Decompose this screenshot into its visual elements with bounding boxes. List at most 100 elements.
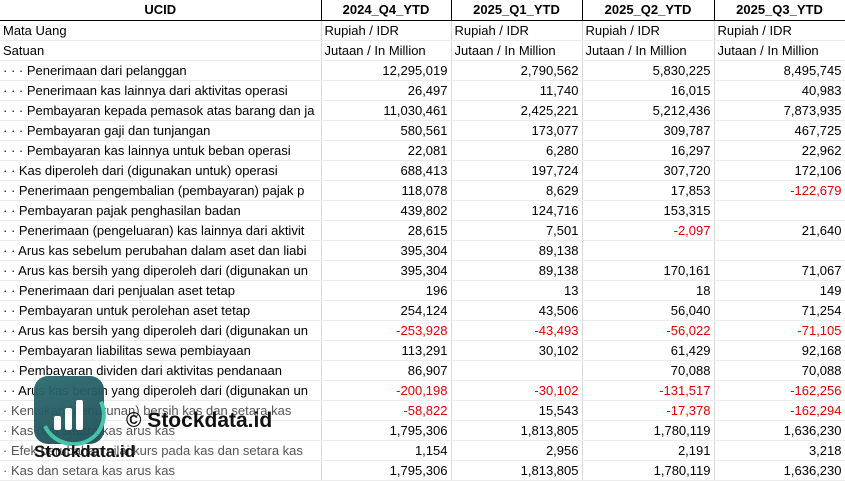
value-cell[interactable]: -122,679 bbox=[714, 180, 845, 201]
value-cell[interactable]: 1,795,306 bbox=[321, 460, 452, 481]
value-cell[interactable]: 170,161 bbox=[582, 260, 715, 281]
value-cell[interactable]: 6,280 bbox=[451, 140, 583, 161]
value-cell[interactable]: 1,780,119 bbox=[582, 420, 715, 441]
value-cell[interactable]: 21,640 bbox=[714, 220, 845, 241]
value-cell[interactable]: 16,015 bbox=[582, 80, 715, 101]
value-cell[interactable]: 1,795,306 bbox=[321, 420, 452, 441]
value-cell[interactable]: 149 bbox=[714, 280, 845, 301]
value-cell[interactable]: 92,168 bbox=[714, 340, 845, 361]
value-cell[interactable]: 18 bbox=[582, 280, 715, 301]
row-label[interactable]: · Efek perubahan nilai kurs pada kas dan… bbox=[0, 440, 322, 461]
row-label[interactable]: · · Arus kas sebelum perubahan dalam ase… bbox=[0, 240, 322, 261]
cell[interactable]: Rupiah / IDR bbox=[582, 20, 715, 41]
value-cell[interactable]: 89,138 bbox=[451, 240, 583, 261]
row-label[interactable]: · · · Penerimaan dari pelanggan bbox=[0, 60, 322, 81]
value-cell[interactable]: 17,853 bbox=[582, 180, 715, 201]
header-2025-q1[interactable]: 2025_Q1_YTD bbox=[451, 0, 583, 21]
value-cell[interactable]: 173,077 bbox=[451, 120, 583, 141]
value-cell[interactable]: 56,040 bbox=[582, 300, 715, 321]
value-cell[interactable]: -56,022 bbox=[582, 320, 715, 341]
value-cell[interactable]: 71,254 bbox=[714, 300, 845, 321]
value-cell[interactable]: 688,413 bbox=[321, 160, 452, 181]
cell[interactable]: Jutaan / In Million bbox=[714, 40, 845, 61]
value-cell[interactable]: 86,907 bbox=[321, 360, 452, 381]
header-2025-q2[interactable]: 2025_Q2_YTD bbox=[582, 0, 715, 21]
value-cell[interactable]: 395,304 bbox=[321, 240, 452, 261]
value-cell[interactable]: -71,105 bbox=[714, 320, 845, 341]
value-cell[interactable]: 70,088 bbox=[582, 360, 715, 381]
value-cell[interactable]: 71,067 bbox=[714, 260, 845, 281]
value-cell[interactable]: 70,088 bbox=[714, 360, 845, 381]
value-cell[interactable]: 28,615 bbox=[321, 220, 452, 241]
value-cell[interactable]: -162,256 bbox=[714, 380, 845, 401]
value-cell[interactable]: -30,102 bbox=[451, 380, 583, 401]
value-cell[interactable]: 580,561 bbox=[321, 120, 452, 141]
value-cell[interactable]: 118,078 bbox=[321, 180, 452, 201]
value-cell[interactable]: 22,962 bbox=[714, 140, 845, 161]
value-cell[interactable]: 124,716 bbox=[451, 200, 583, 221]
value-cell[interactable] bbox=[714, 240, 845, 261]
row-label[interactable]: · · · Pembayaran gaji dan tunjangan bbox=[0, 120, 322, 141]
cell[interactable]: Jutaan / In Million bbox=[321, 40, 452, 61]
value-cell[interactable]: 309,787 bbox=[582, 120, 715, 141]
value-cell[interactable]: 89,138 bbox=[451, 260, 583, 281]
row-label[interactable]: · · Penerimaan dari penjualan aset tetap bbox=[0, 280, 322, 301]
value-cell[interactable]: -131,517 bbox=[582, 380, 715, 401]
row-label[interactable]: · · Penerimaan pengembalian (pembayaran)… bbox=[0, 180, 322, 201]
value-cell[interactable]: -200,198 bbox=[321, 380, 452, 401]
value-cell[interactable]: -43,493 bbox=[451, 320, 583, 341]
value-cell[interactable]: 196 bbox=[321, 280, 452, 301]
value-cell[interactable] bbox=[451, 360, 583, 381]
value-cell[interactable]: 16,297 bbox=[582, 140, 715, 161]
cell[interactable]: Jutaan / In Million bbox=[582, 40, 715, 61]
value-cell[interactable]: 11,030,461 bbox=[321, 100, 452, 121]
value-cell[interactable]: 30,102 bbox=[451, 340, 583, 361]
value-cell[interactable]: 1,154 bbox=[321, 440, 452, 461]
value-cell[interactable]: 1,636,230 bbox=[714, 420, 845, 441]
row-label[interactable]: · · · Pembayaran kepada pemasok atas bar… bbox=[0, 100, 322, 121]
row-label[interactable]: · · Arus kas bersih yang diperoleh dari … bbox=[0, 260, 322, 281]
value-cell[interactable] bbox=[582, 240, 715, 261]
value-cell[interactable]: 7,501 bbox=[451, 220, 583, 241]
value-cell[interactable]: 26,497 bbox=[321, 80, 452, 101]
value-cell[interactable]: 2,191 bbox=[582, 440, 715, 461]
row-label[interactable]: · · Arus kas bersih yang diperoleh dari … bbox=[0, 320, 322, 341]
value-cell[interactable]: 3,218 bbox=[714, 440, 845, 461]
cell[interactable]: Satuan bbox=[0, 40, 322, 61]
header-2024-q4[interactable]: 2024_Q4_YTD bbox=[321, 0, 452, 21]
row-label[interactable]: · · · Penerimaan kas lainnya dari aktivi… bbox=[0, 80, 322, 101]
value-cell[interactable]: 13 bbox=[451, 280, 583, 301]
value-cell[interactable]: -2,097 bbox=[582, 220, 715, 241]
cell[interactable]: Rupiah / IDR bbox=[714, 20, 845, 41]
value-cell[interactable]: 2,956 bbox=[451, 440, 583, 461]
cell[interactable]: Rupiah / IDR bbox=[321, 20, 452, 41]
value-cell[interactable]: 2,425,221 bbox=[451, 100, 583, 121]
value-cell[interactable]: 43,506 bbox=[451, 300, 583, 321]
row-label[interactable]: · · Kas diperoleh dari (digunakan untuk)… bbox=[0, 160, 322, 181]
value-cell[interactable]: 1,813,805 bbox=[451, 420, 583, 441]
value-cell[interactable]: -253,928 bbox=[321, 320, 452, 341]
value-cell[interactable]: 5,830,225 bbox=[582, 60, 715, 81]
cell[interactable]: Jutaan / In Million bbox=[451, 40, 583, 61]
value-cell[interactable]: 153,315 bbox=[582, 200, 715, 221]
value-cell[interactable] bbox=[714, 200, 845, 221]
row-label[interactable]: · · Pembayaran untuk perolehan aset teta… bbox=[0, 300, 322, 321]
value-cell[interactable]: -58,822 bbox=[321, 400, 452, 421]
value-cell[interactable]: 1,780,119 bbox=[582, 460, 715, 481]
value-cell[interactable]: 8,495,745 bbox=[714, 60, 845, 81]
value-cell[interactable]: 307,720 bbox=[582, 160, 715, 181]
row-label[interactable]: · · Penerimaan (pengeluaran) kas lainnya… bbox=[0, 220, 322, 241]
value-cell[interactable]: 1,813,805 bbox=[451, 460, 583, 481]
value-cell[interactable]: 22,081 bbox=[321, 140, 452, 161]
value-cell[interactable]: 8,629 bbox=[451, 180, 583, 201]
value-cell[interactable]: 439,802 bbox=[321, 200, 452, 221]
cell[interactable]: Mata Uang bbox=[0, 20, 322, 41]
value-cell[interactable]: 5,212,436 bbox=[582, 100, 715, 121]
value-cell[interactable]: -162,294 bbox=[714, 400, 845, 421]
cell[interactable]: Rupiah / IDR bbox=[451, 20, 583, 41]
row-label[interactable]: · · Pembayaran liabilitas sewa pembiayaa… bbox=[0, 340, 322, 361]
value-cell[interactable]: 61,429 bbox=[582, 340, 715, 361]
value-cell[interactable]: 113,291 bbox=[321, 340, 452, 361]
value-cell[interactable]: 2,790,562 bbox=[451, 60, 583, 81]
value-cell[interactable]: 1,636,230 bbox=[714, 460, 845, 481]
